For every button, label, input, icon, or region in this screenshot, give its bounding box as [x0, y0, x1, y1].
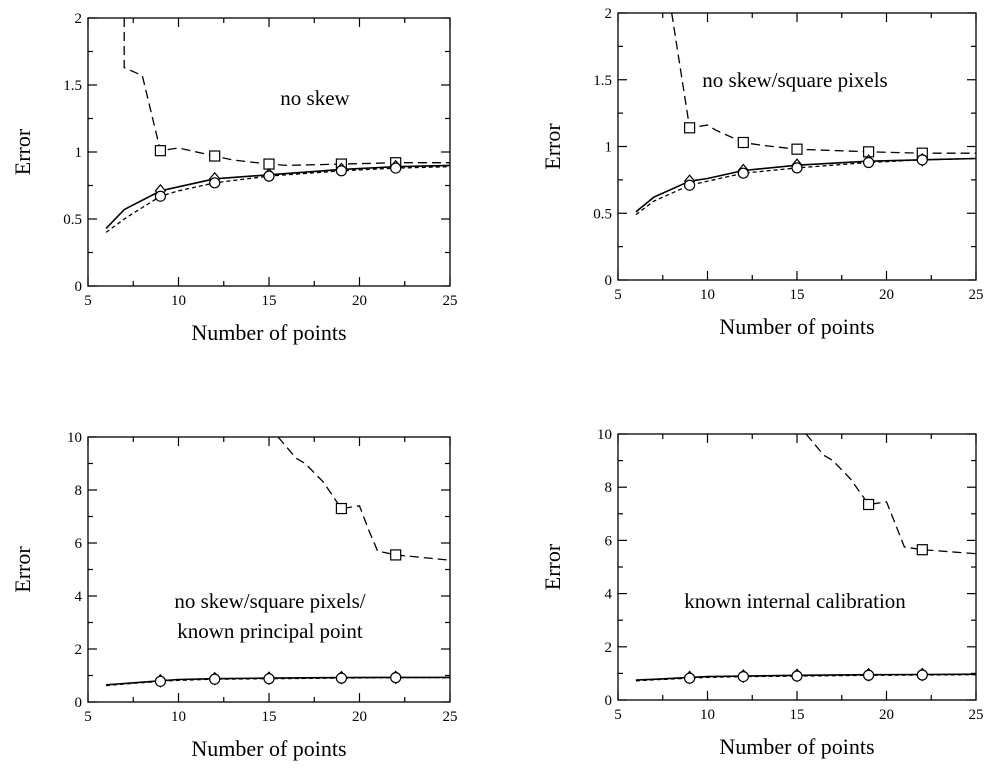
circle-marker [737, 670, 749, 683]
y-tick-label: 0 [75, 695, 83, 711]
panel-annotation: known principal point [177, 619, 363, 643]
x-tick-label: 25 [443, 709, 458, 725]
square-marker [791, 143, 803, 155]
panel-annotation: no skew/square pixels/ [174, 589, 365, 613]
square-marker [683, 122, 696, 134]
x-tick-label: 5 [614, 707, 622, 723]
circle-marker [862, 669, 875, 681]
x-tick-label: 20 [352, 709, 367, 725]
y-tick-label: 1.5 [593, 73, 612, 89]
panel-annotation: no skew/square pixels [702, 68, 887, 92]
y-tick-label: 6 [605, 533, 613, 549]
square-marker [154, 145, 166, 157]
y-tick-label: 0.5 [63, 212, 82, 228]
x-tick-label: 25 [969, 287, 984, 303]
y-tick-label: 1 [75, 145, 83, 161]
y-tick-label: 0 [605, 693, 613, 709]
x-tick-label: 10 [171, 709, 186, 725]
circle-marker [390, 672, 402, 684]
y-tick-label: 1.5 [63, 78, 82, 94]
y-tick-label: 1 [605, 140, 613, 156]
x-tick-label: 25 [443, 293, 458, 309]
chart-panel-3: 5 10 15 20 25 0 2 4 6 8 10 Number of points Error no … [10, 430, 458, 761]
y-tick-label: 10 [597, 427, 612, 443]
plot-frame [617, 433, 977, 701]
circle-marker [737, 167, 749, 179]
x-tick-label: 10 [700, 707, 715, 723]
circle-marker [335, 672, 347, 684]
x-tick-label: 10 [171, 293, 186, 309]
x-tick-label: 25 [969, 707, 984, 723]
square-marker [916, 544, 928, 556]
circle-marker [209, 177, 221, 189]
x-tick-label: 10 [700, 287, 715, 303]
x-tick-label: 5 [84, 293, 92, 309]
series-line-dotted [635, 157, 976, 216]
circle-marker [683, 179, 696, 191]
x-axis-title: Number of points [719, 734, 874, 759]
circle-marker [791, 162, 803, 174]
circle-marker [263, 170, 275, 182]
circle-marker [916, 154, 928, 166]
circle-marker [335, 165, 347, 177]
y-tick-label: 0.5 [593, 206, 612, 222]
plot-frame [87, 436, 451, 703]
y-axis-title: Error [10, 546, 35, 593]
square-marker [263, 158, 275, 170]
circle-marker [862, 156, 875, 169]
y-tick-label: 8 [605, 480, 613, 496]
y-tick-label: 0 [75, 279, 83, 295]
x-tick-label: 20 [879, 287, 894, 303]
square-marker [209, 150, 221, 162]
x-axis-title: Number of points [191, 736, 346, 761]
square-marker [737, 136, 749, 149]
x-tick-label: 20 [352, 293, 367, 309]
y-axis-title: Error [540, 543, 565, 590]
square-marker [390, 549, 402, 561]
circle-marker [791, 670, 803, 682]
x-tick-label: 15 [262, 709, 277, 725]
y-tick-label: 2 [605, 640, 613, 656]
y-tick-label: 4 [75, 589, 83, 605]
y-axis-title: Error [540, 123, 565, 170]
square-marker [862, 498, 875, 511]
y-tick-label: 2 [75, 642, 83, 658]
series-line-dashed [123, 18, 450, 167]
circle-marker [154, 190, 166, 202]
y-tick-label: 2 [75, 11, 83, 27]
y-axis-title: Error [10, 128, 35, 175]
plot-frame [87, 17, 451, 287]
x-tick-label: 20 [879, 707, 894, 723]
y-tick-label: 8 [75, 483, 83, 499]
y-tick-label: 4 [605, 587, 613, 603]
panel-annotation: no skew [280, 86, 350, 110]
circle-marker [390, 162, 402, 174]
series-line-dashed [277, 437, 450, 561]
square-marker [335, 502, 347, 515]
y-tick-label: 0 [605, 273, 613, 289]
x-axis-title: Number of points [719, 314, 874, 339]
x-axis-title: Number of points [191, 320, 346, 345]
y-tick-label: 2 [605, 6, 613, 22]
panel-annotation: known internal calibration [684, 589, 906, 613]
series-line-dashed [805, 434, 976, 555]
x-tick-label: 15 [262, 293, 277, 309]
chart-panel-2: 5 10 15 20 25 0 0.5 1 1.5 2 Number of points Error n… [540, 6, 984, 339]
series-line-dashed [671, 13, 976, 154]
x-tick-label: 5 [614, 287, 622, 303]
circle-marker [263, 673, 275, 685]
circle-marker [916, 669, 928, 681]
chart-panel-1: 5 10 15 20 25 0 0.5 1 1.5 2 Number of points Error n… [10, 11, 458, 345]
circle-marker [683, 672, 696, 684]
circle-marker [209, 673, 221, 685]
y-tick-label: 6 [75, 536, 83, 552]
circle-marker [154, 675, 166, 687]
x-tick-label: 15 [790, 287, 805, 303]
x-tick-label: 15 [790, 707, 805, 723]
y-tick-label: 10 [67, 430, 82, 446]
x-tick-label: 5 [84, 709, 92, 725]
